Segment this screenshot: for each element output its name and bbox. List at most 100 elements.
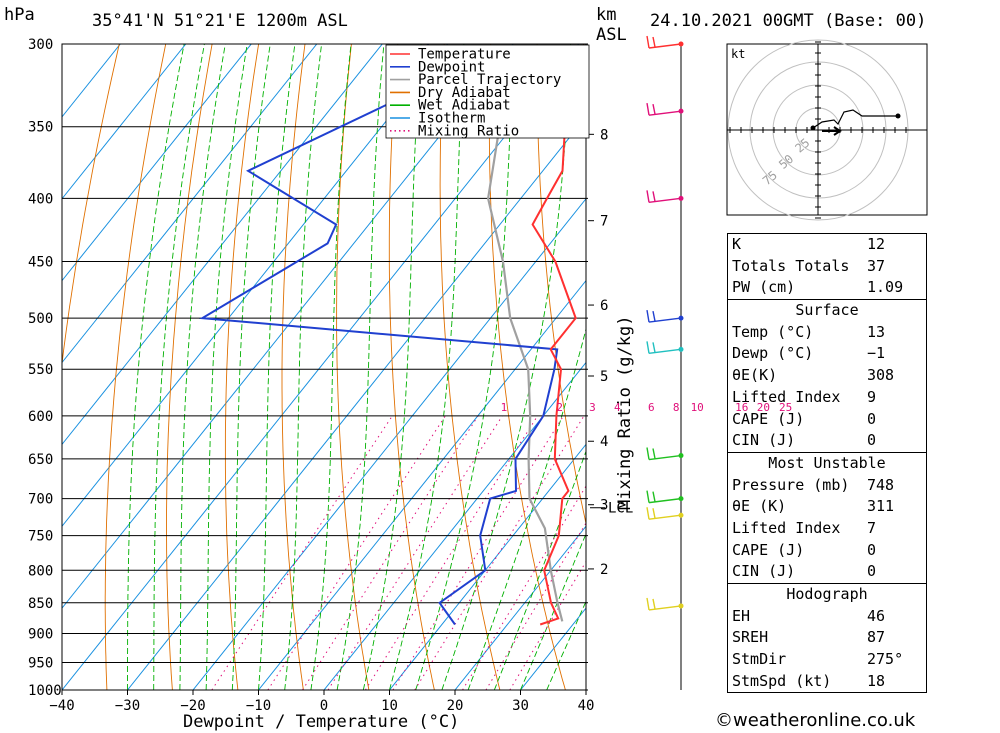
index-label: Dewp (°C) [732,344,814,363]
wet-adiabat-line [336,44,385,690]
isotherm-line [192,197,586,690]
mixing-ratio-line [267,415,446,690]
pressure-tick-label: 750 [28,529,53,545]
index-value: 1.09 [867,278,904,297]
mixing-ratio-tick-label: 2 [556,401,563,414]
legend-entry: Mixing Ratio [418,123,519,139]
wet-adiabat-line [415,44,514,690]
index-value: 0 [867,431,877,450]
surface-row: Lifted Index 9 [728,387,926,409]
lcl-label: LCL [608,501,633,517]
isotherm-line [62,44,383,446]
indices-panel: K 12 Totals Totals 37 PW (cm) 1.09 Surface Te… [727,233,927,694]
mixing-ratio-line [392,415,564,690]
index-value: 748 [867,475,895,494]
mixing-ratio-label: Mixing Ratio (g/kg) [615,316,635,510]
km-label: km [596,5,616,25]
index-label: StmSpd (kt) [732,671,832,690]
x-tick-label: −40 [49,698,74,714]
most-unstable-row: θE (K) 311 [728,496,926,518]
wet-adiabat-line [179,44,226,690]
index-value: 0 [867,562,877,581]
x-tick-label: 20 [447,698,464,714]
dry-adiabat-line [388,44,435,690]
plot-frame [61,43,587,691]
wet-adiabat-line [153,44,205,690]
dry-adiabat-line [439,44,501,690]
isotherm-line [323,361,586,690]
surface-title: Surface [795,301,859,320]
km-tick-label: 8 [600,127,608,143]
x-tick-label: −30 [115,698,140,714]
hodograph-trace [812,109,898,129]
isotherm-line [389,443,586,690]
surface-row: CAPE (J) 0 [728,409,926,431]
index-value: 87 [867,628,886,647]
pressure-tick-label: 500 [28,311,53,327]
wet-adiabat-line [258,44,296,690]
km-tick-label: 7 [600,214,608,230]
mixing-ratio-tick-label: 25 [779,401,792,414]
x-tick-label: 40 [578,698,595,714]
hodograph-row: EH 46 [728,606,926,628]
most-unstable-row: Pressure (mb) 748 [728,475,926,497]
mixing-ratio-tick-label: 1 [501,401,508,414]
km-tick-label: 3 [600,498,608,514]
wet-adiabat-line [467,327,586,690]
parcel-trajectory [486,61,564,622]
temperature-line [531,49,586,626]
x-tick-label: −10 [246,698,271,714]
index-label: Temp (°C) [732,322,814,341]
km-tick-label: 4 [600,434,608,450]
wet-adiabat-line [310,44,352,690]
legend-entry: Dry Adiabat [418,85,511,101]
surface-row: Temp (°C) 13 [728,322,926,344]
pressure-tick-label: 300 [28,37,53,53]
km-tick-label: 5 [600,369,608,385]
isotherm-line [62,44,514,609]
index-label: PW (cm) [732,278,796,297]
x-tick-label: 30 [512,698,529,714]
dry-adiabat-line [955,44,1000,690]
isotherm-line [62,44,187,200]
pressure-tick-label: 550 [28,362,53,378]
surface-row: CIN (J) 0 [728,430,926,452]
mixing-ratio-tick-label: 16 [735,401,748,414]
most-unstable-title: Most Unstable [768,453,886,472]
storm-motion-arrow [822,126,842,136]
mixing-ratio-tick-label: 20 [757,401,770,414]
index-label: K [732,235,742,253]
isotherm-line [62,44,121,118]
most-unstable-row: CIN (J) 0 [728,561,926,583]
wind-barb [646,447,684,461]
index-label: StmDir [732,650,787,669]
top-row: PW (cm) 1.09 [728,277,926,299]
km-tick-label: 2 [600,562,608,578]
dewpoint-line [199,44,559,626]
index-label: θE(K) [732,366,778,385]
dry-adiabat-line [104,44,167,690]
index-label: Pressure (mb) [732,475,850,494]
pressure-tick-label: 1000 [28,683,62,699]
index-value: 18 [867,671,886,690]
surface-box: Surface Temp (°C) 13 Dewp (°C) −1 θE(K) 308 Li… [727,299,927,453]
legend-entry: Isotherm [418,111,485,127]
dry-adiabat-line [62,44,120,367]
mixing-ratio-tick-label: 10 [691,401,704,414]
wind-barb [646,341,684,355]
mixing-ratio-line [364,415,538,690]
wind-barb [646,309,684,323]
isotherm-line [62,44,318,364]
mixing-ratio-tick-label: 6 [648,401,655,414]
wet-adiabat-line [546,600,586,690]
legend-entry: Parcel Trajectory [418,72,561,88]
index-label: CAPE (J) [732,540,805,559]
x-tick-label: 0 [320,698,328,714]
most-unstable-row: Lifted Index 7 [728,518,926,540]
pressure-tick-label: 450 [28,255,53,271]
dry-adiabat-line [224,44,260,690]
isotherm-line [62,44,580,690]
dry-adiabat-line [336,44,370,690]
index-label: Lifted Index [732,518,841,537]
